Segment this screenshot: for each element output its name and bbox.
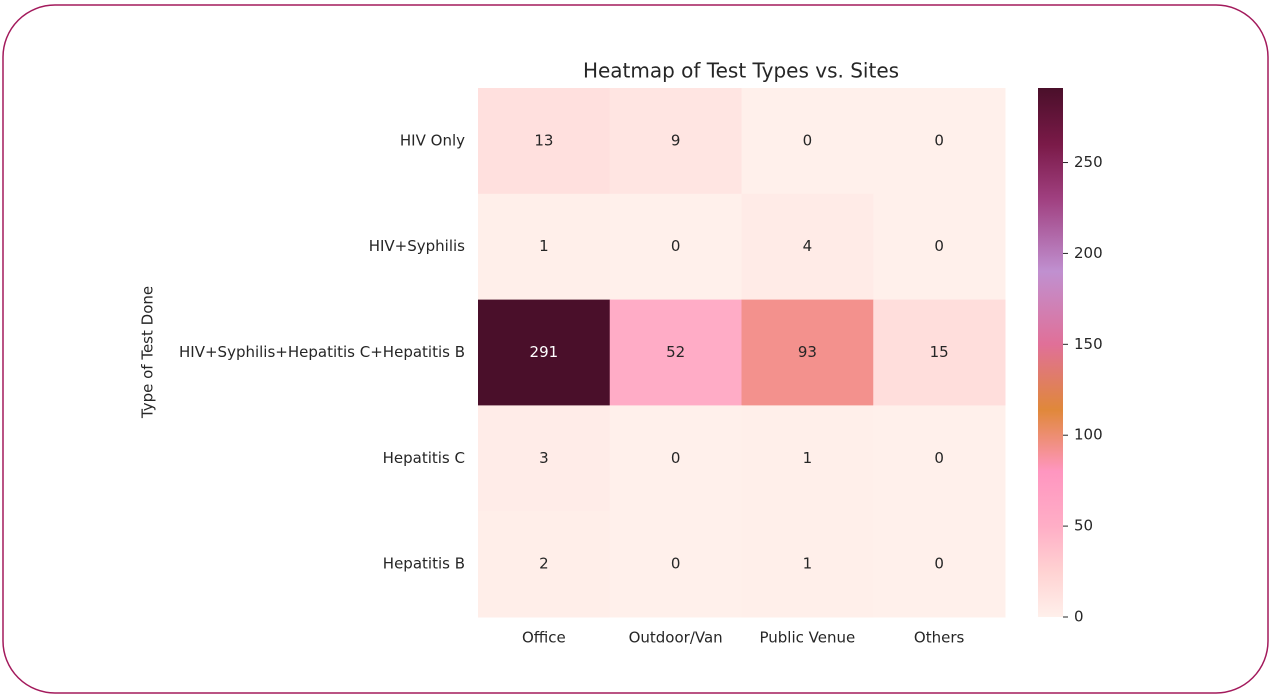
heatmap-cell (873, 88, 1006, 195)
x-tick-label: Others (914, 629, 965, 647)
cell-label: 0 (934, 131, 944, 149)
heatmap-cell (873, 193, 1006, 301)
colorbar-tick-label: 250 (1074, 153, 1103, 171)
cell-label: 9 (671, 131, 681, 149)
y-tick-label: HIV+Syphilis+Hepatitis C+Hepatitis B (179, 343, 465, 361)
heatmap-cell (609, 299, 742, 406)
heatmap-cell (741, 511, 874, 618)
heatmap-cell (873, 511, 1006, 618)
x-tick-label: Public Venue (760, 629, 856, 647)
heatmap-cell (478, 405, 611, 512)
heatmap-cell (873, 299, 1006, 406)
y-axis-label: Type of Test Done (139, 286, 157, 419)
cell-label: 1 (803, 555, 813, 573)
colorbar-tick-label: 100 (1074, 426, 1103, 444)
heatmap-cell (609, 193, 742, 301)
heatmap-cell (741, 193, 874, 301)
heatmap-cell (741, 88, 874, 195)
cell-label: 0 (671, 555, 681, 573)
heatmap-cell (478, 88, 611, 195)
cell-label: 0 (803, 131, 813, 149)
cell-label: 4 (803, 237, 813, 255)
cell-label: 1 (539, 237, 549, 255)
cell-label: 93 (798, 343, 817, 361)
x-tick-label: Outdoor/Van (629, 629, 723, 647)
colorbar (1038, 88, 1063, 617)
cell-label: 1 (803, 449, 813, 467)
colorbar-tick-label: 50 (1074, 517, 1093, 535)
cell-label: 2 (539, 555, 549, 573)
x-tick-label: Office (522, 629, 566, 647)
cell-label: 0 (671, 237, 681, 255)
cell-label: 0 (934, 237, 944, 255)
cell-label: 13 (534, 131, 553, 149)
heatmap-cell (609, 405, 742, 512)
heatmap-cell (478, 299, 611, 406)
colorbar-tick-label: 150 (1074, 335, 1103, 353)
cell-label: 0 (934, 555, 944, 573)
colorbar-tick-label: 0 (1074, 608, 1084, 626)
heatmap-cell (741, 299, 874, 406)
y-tick-label: Hepatitis C (383, 449, 465, 467)
y-tick-label: HIV Only (400, 131, 465, 149)
cell-label: 3 (539, 449, 549, 467)
cell-label: 0 (934, 449, 944, 467)
heatmap-cell (609, 511, 742, 618)
heatmap-cell (478, 511, 611, 618)
cell-label: 52 (666, 343, 685, 361)
cell-label: 0 (671, 449, 681, 467)
cell-label: 291 (530, 343, 559, 361)
heatmap-cell (609, 88, 742, 195)
colorbar-tick-label: 200 (1074, 244, 1103, 262)
heatmap-cell (873, 405, 1006, 512)
heatmap-cell (741, 405, 874, 512)
heatmap-cell (478, 193, 611, 301)
cell-label: 15 (930, 343, 949, 361)
y-tick-label: Hepatitis B (383, 555, 465, 573)
chart-title: Heatmap of Test Types vs. Sites (583, 59, 899, 83)
y-tick-label: HIV+Syphilis (369, 237, 465, 255)
